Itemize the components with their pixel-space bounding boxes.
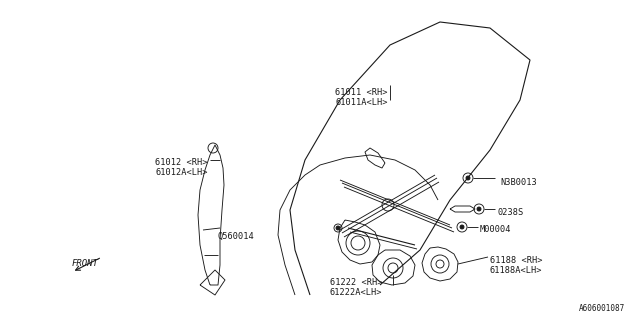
Circle shape: [466, 176, 470, 180]
Circle shape: [477, 207, 481, 211]
Text: FRONT: FRONT: [72, 259, 99, 268]
Text: 61011 <RH>
61011A<LH>: 61011 <RH> 61011A<LH>: [335, 88, 387, 108]
Text: A606001087: A606001087: [579, 304, 625, 313]
Circle shape: [460, 225, 464, 229]
Text: N3B0013: N3B0013: [500, 178, 537, 187]
Text: Q560014: Q560014: [218, 232, 255, 241]
Text: 61188 <RH>
61188A<LH>: 61188 <RH> 61188A<LH>: [490, 256, 543, 276]
Text: M00004: M00004: [480, 225, 511, 234]
Text: 61012 <RH>
61012A<LH>: 61012 <RH> 61012A<LH>: [155, 158, 207, 177]
Circle shape: [336, 226, 340, 230]
Text: 61222 <RH>
61222A<LH>: 61222 <RH> 61222A<LH>: [330, 278, 383, 297]
Text: 0238S: 0238S: [498, 208, 524, 217]
